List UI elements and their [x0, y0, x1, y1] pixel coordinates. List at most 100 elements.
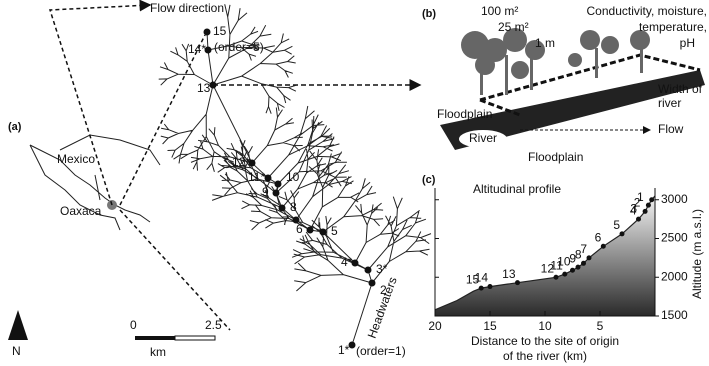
- measures-label: temperature,: [639, 20, 707, 34]
- site-point: [264, 174, 272, 182]
- site-point: [553, 274, 559, 280]
- site-label: 3*: [376, 262, 388, 276]
- scale-start: 0: [130, 318, 137, 332]
- site-label: 7: [282, 214, 289, 228]
- site-label: 13: [502, 267, 516, 281]
- site-label: 3: [630, 202, 637, 216]
- site-label: 7: [580, 242, 587, 256]
- y-tick-label: 1500: [661, 308, 688, 322]
- panel-label: (a): [8, 121, 22, 133]
- x-axis-label: of the river (km): [503, 349, 587, 363]
- site-point: [274, 180, 282, 188]
- site-point: [351, 259, 359, 267]
- river-ellipse: [459, 130, 507, 148]
- site-point: [478, 285, 484, 291]
- site-label: 10: [286, 170, 300, 184]
- site-label: 6: [595, 230, 602, 244]
- site-label: 12: [541, 261, 555, 275]
- site-point: [209, 81, 217, 89]
- zoom-lines: [119, 34, 231, 331]
- profile-area: [435, 195, 655, 316]
- site-point: [278, 204, 286, 212]
- site-point: [515, 280, 520, 286]
- x-tick-label: 20: [428, 319, 442, 333]
- site-label: 14: [475, 271, 489, 285]
- x-axis-label: Distance to the site of origin: [471, 334, 619, 348]
- site-point: [306, 226, 314, 234]
- site-point: [272, 189, 280, 197]
- site-point: [487, 284, 493, 290]
- site-label: 2: [634, 195, 641, 209]
- x-tick-label: 15: [483, 319, 497, 333]
- chart-title: Altitudinal profile: [473, 182, 561, 196]
- order-label: (order=1): [356, 344, 406, 358]
- y-tick-label: 2500: [661, 231, 688, 245]
- diagram-panel: (b) 100 m² 25 m² 1 m Conductivity, moist…: [422, 4, 707, 164]
- scale-end: 2.5: [205, 318, 222, 332]
- site-point: [575, 264, 581, 270]
- area-label: 25 m²: [498, 20, 529, 34]
- site-label: 12*: [232, 155, 250, 169]
- flow-direction: Flow direction: [150, 1, 224, 15]
- site-label: 15: [466, 272, 480, 286]
- scale-unit: km: [150, 345, 166, 359]
- chart-panel: (c) Altitudinal profile Distance to the …: [422, 174, 704, 363]
- site-point: [642, 208, 648, 214]
- site-label: 2: [380, 283, 387, 297]
- x-tick-label: 10: [538, 319, 552, 333]
- site-point: [368, 279, 376, 287]
- flow-label: Flow: [658, 122, 684, 136]
- site-point: [364, 266, 372, 274]
- site-label: 8: [290, 200, 297, 214]
- x-tick-label: 5: [597, 319, 604, 333]
- panel-label: (c): [422, 174, 436, 186]
- site-label: 9: [569, 251, 576, 265]
- site-label: 15: [213, 24, 227, 38]
- site-label: 4*: [341, 255, 353, 269]
- width-label: river: [658, 96, 681, 110]
- area-label: 100 m²: [481, 4, 518, 18]
- site-point: [645, 202, 651, 208]
- site-point: [203, 28, 211, 36]
- site-label: 1: [637, 190, 644, 204]
- site-point: [292, 216, 300, 224]
- state-label: Oaxaca: [60, 204, 102, 218]
- area-label: 1 m: [535, 36, 555, 50]
- site-point: [636, 216, 641, 222]
- site-point: [204, 46, 212, 54]
- y-tick-label: 2000: [661, 269, 688, 283]
- trees: [461, 28, 650, 95]
- site-point: [649, 197, 655, 203]
- site-label: 13: [197, 81, 211, 95]
- site-point: [319, 228, 327, 236]
- country-label: Mexico: [57, 152, 95, 166]
- scale-bar: [174, 335, 216, 341]
- river-label: River: [469, 131, 497, 145]
- site-label: 10: [557, 254, 571, 268]
- site-point: [562, 271, 568, 277]
- flow-arrow: [48, 0, 152, 206]
- site-label: 9: [262, 185, 269, 199]
- site-point: [248, 159, 256, 167]
- y-axis-label: Altitude (m a.s.l.): [690, 209, 704, 299]
- north-label: N: [12, 344, 21, 358]
- mexico-outline: [29, 144, 151, 231]
- site-label: 4: [630, 203, 637, 217]
- map-panel: (a) Flow direction Mexico Oaxaca N 0 2.5…: [8, 0, 432, 359]
- floodplain-label: Floodplain: [437, 107, 492, 121]
- site-label: 11: [550, 258, 563, 272]
- site-point: [570, 267, 575, 273]
- site-point: [581, 260, 586, 266]
- panel-label: (b): [422, 8, 436, 20]
- site-label: 5: [331, 224, 338, 238]
- floodplain-label: Floodplain: [528, 150, 583, 164]
- site-point: [619, 231, 625, 237]
- scale-bar: [135, 336, 175, 340]
- site-label: 1*: [338, 343, 350, 357]
- width-label: Width of: [658, 82, 703, 96]
- measures-label: Conductivity, moisture,: [587, 4, 708, 18]
- y-tick-label: 3000: [661, 192, 688, 206]
- site-label: 14*: [188, 42, 206, 56]
- site-label: 6: [296, 222, 303, 236]
- border: [59, 134, 161, 166]
